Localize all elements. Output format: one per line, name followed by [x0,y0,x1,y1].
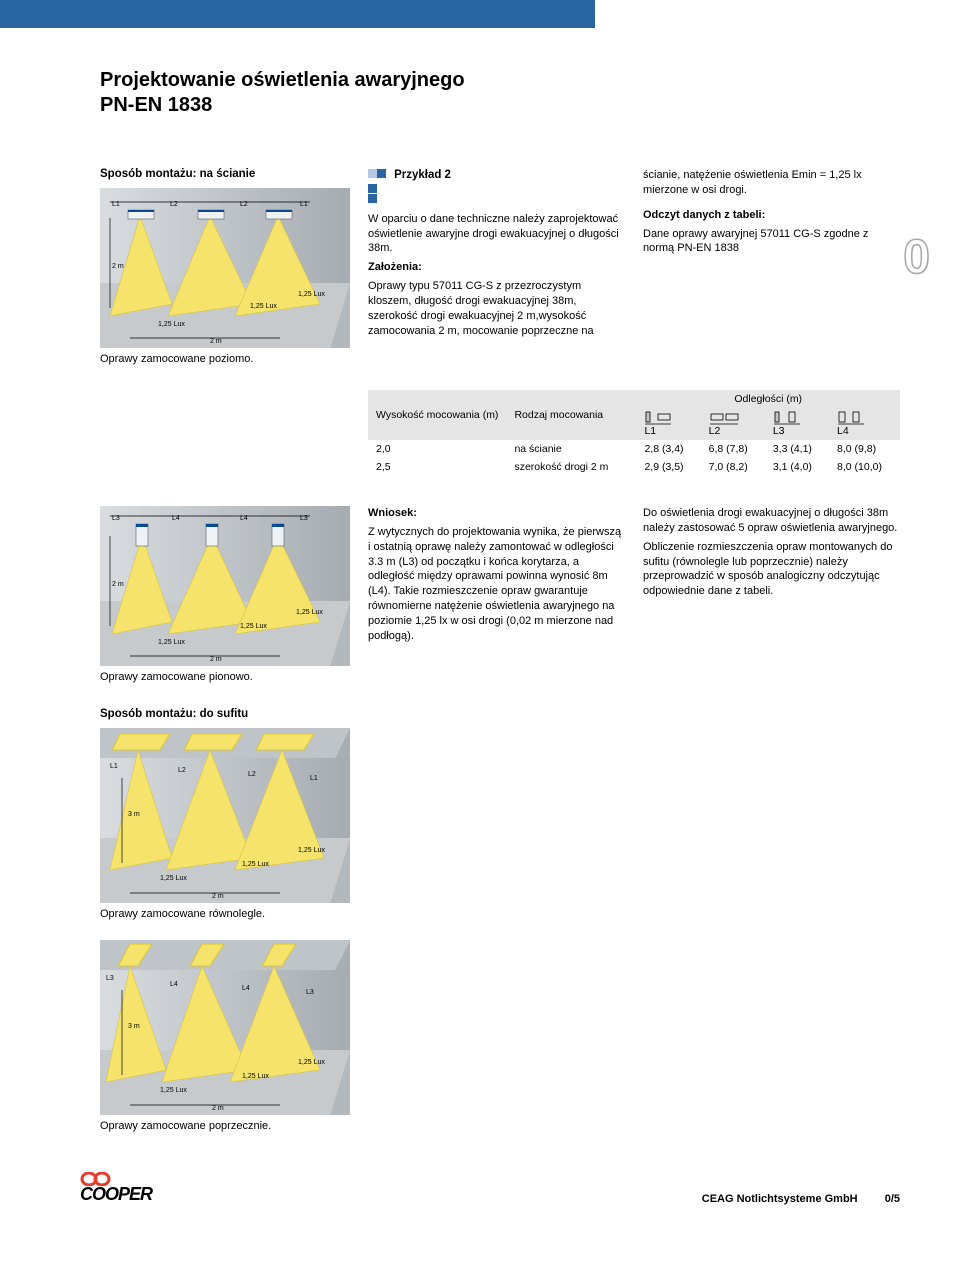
svg-text:3 m: 3 m [128,811,140,818]
diagram3-caption: Oprawy zamocowane równolegle. [100,908,350,920]
svg-text:1,25 Lux: 1,25 Lux [298,1059,325,1066]
svg-text:1,25 Lux: 1,25 Lux [240,623,267,630]
th-L2: L2 [701,408,765,440]
svg-text:2 m: 2 m [112,581,124,588]
th-L3: L3 [765,408,829,440]
section3-heading: Sposób montażu: do sufitu [100,708,900,720]
svg-text:1,25 Lux: 1,25 Lux [158,639,185,646]
diagram2-caption: Oprawy zamocowane pionowo. [100,671,350,683]
title-line1: Projektowanie oświetlenia awaryjnego [100,69,465,91]
svg-text:2 m: 2 m [212,1105,224,1112]
svg-text:L1: L1 [110,763,118,770]
example2-para1: W oparciu o dane techniczne należy zapro… [368,212,625,257]
assumptions-label: Założenia: [368,261,422,273]
svg-text:3 m: 3 m [128,1023,140,1030]
cooper-logo: COOPER [80,1172,152,1205]
svg-text:1,25 Lux: 1,25 Lux [298,847,325,854]
data-table: Wysokość mocowania (m) Rodzaj mocowania … [368,390,900,476]
svg-text:1,25 Lux: 1,25 Lux [160,1087,187,1094]
th-height: Wysokość mocowania (m) [368,390,506,440]
example-icon [368,168,386,208]
svg-text:L3: L3 [106,975,114,982]
page-title: Projektowanie oświetlenia awaryjnego PN-… [100,68,900,118]
example2-para2: Oprawy typu 57011 CG-S z przezroczystym … [368,279,625,338]
wniosek-title: Wniosek: [368,507,417,519]
svg-text:1,25 Lux: 1,25 Lux [250,303,277,310]
section1-heading: Sposób montażu: na ścianie [100,168,350,180]
svg-text:1,25 Lux: 1,25 Lux [296,609,323,616]
page-index-outline: 0 [903,230,930,285]
svg-text:L1: L1 [310,775,318,782]
wniosek-p1: Z wytycznych do projektowania wynika, że… [368,525,625,644]
svg-text:1,25 Lux: 1,25 Lux [242,861,269,868]
footer-page: 0/5 [885,1193,900,1205]
diagram-wall-horizontal: L1 L2 L2 L1 2 m 1,25 Lux 1,25 Lux 1,25 L… [100,188,350,348]
svg-text:L4: L4 [242,985,250,992]
diagram-ceiling-parallel: L1 L2 L2 L1 3 m 1,25 Lux 1,25 Lux 1,25 Lux 2 … [100,728,350,903]
svg-text:1,25 Lux: 1,25 Lux [160,875,187,882]
page-content: Projektowanie oświetlenia awaryjnego PN-… [0,28,960,1162]
wniosek-p2: Do oświetlenia drogi ewakuacyjnej o dług… [643,506,900,536]
svg-text:2 m: 2 m [210,656,222,663]
svg-text:1,25 Lux: 1,25 Lux [158,321,185,328]
table-row: 2,5 szerokość drogi 2 m 2,9 (3,5) 7,0 (8… [368,458,900,476]
diagram1-caption: Oprawy zamocowane poziomo. [100,353,350,365]
svg-text:L2: L2 [178,767,186,774]
th-L4: L4 [829,408,900,440]
svg-text:L2: L2 [248,771,256,778]
diagram4-caption: Oprawy zamocowane poprzecznie. [100,1120,350,1132]
footer-company: CEAG Notlichtsysteme GmbH [702,1193,858,1205]
th-type: Rodzaj mocowania [506,390,636,440]
example2-title: Przykład 2 [394,169,451,181]
table-row: 2,0 na ścianie 2,8 (3,4) 6,8 (7,8) 3,3 (… [368,440,900,458]
example2-para3: ścianie, natężenie oświetlenia Emin = 1,… [643,168,900,198]
svg-text:L4: L4 [170,981,178,988]
svg-text:L3: L3 [306,989,314,996]
read-label: Odczyt danych z tabeli: [643,209,765,221]
svg-text:2 m: 2 m [212,893,224,900]
diagram-wall-vertical: L3L4L4L3 2 m 1,25 Lux1,25 Lux1,25 Lux 2 … [100,506,350,666]
wniosek-p3: Obliczenie rozmieszczenia opraw montowan… [643,540,900,599]
title-line2: PN-EN 1838 [100,94,212,116]
example2-para4: Dane oprawy awaryjnej 57011 CG-S zgodne … [643,227,900,257]
svg-text:1,25 Lux: 1,25 Lux [242,1073,269,1080]
th-L1: L1 [636,408,700,440]
diagram-ceiling-transverse: L3 L4 L4 L3 3 m 1,25 Lux 1,25 Lux 1,25 Lux 2 … [100,940,350,1115]
svg-text:1,25 Lux: 1,25 Lux [298,291,325,298]
page-footer: COOPER CEAG Notlichtsysteme GmbH 0/5 [0,1162,960,1225]
header-color-bar [0,0,595,28]
svg-text:2 m: 2 m [112,263,124,270]
svg-text:2 m: 2 m [210,338,222,345]
th-dist: Odległości (m) [636,390,900,408]
